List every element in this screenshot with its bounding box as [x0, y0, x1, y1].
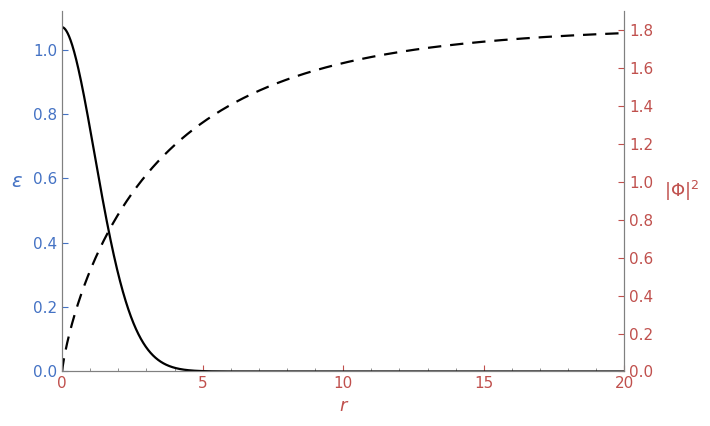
Y-axis label: ε: ε: [11, 172, 21, 191]
X-axis label: r: r: [339, 397, 347, 415]
Y-axis label: $|\Phi|^2$: $|\Phi|^2$: [664, 179, 699, 203]
